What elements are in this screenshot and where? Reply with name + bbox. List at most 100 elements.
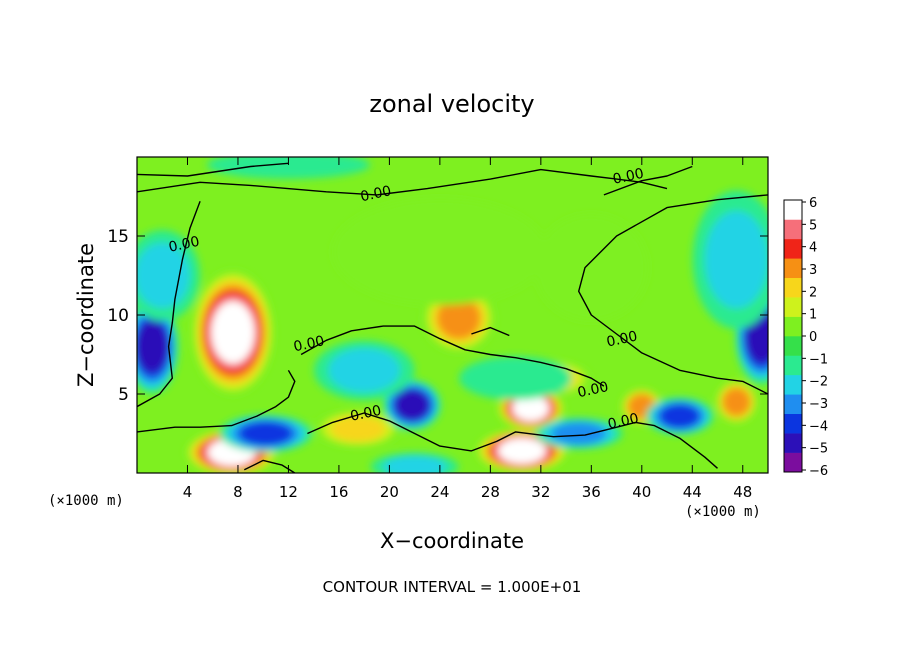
x-tick-label: 40 xyxy=(632,483,651,501)
colorbar-swatch xyxy=(784,238,802,259)
x-tick-label: 28 xyxy=(481,483,500,501)
colorbar-label: −2 xyxy=(809,375,828,390)
colorbar-swatch xyxy=(784,374,802,395)
x-scale-label: (×1000 m) xyxy=(48,493,124,509)
colorbar-label: 3 xyxy=(809,263,817,278)
velocity-feature-3 xyxy=(496,386,565,431)
velocity-feature-ring xyxy=(239,421,293,446)
velocity-feature-ring xyxy=(722,387,751,416)
velocity-feature-ring xyxy=(704,211,768,309)
contour-interval-footer: CONTOUR INTERVAL = 1.000E+01 xyxy=(323,578,582,596)
zero-contour xyxy=(300,325,605,387)
colorbar-label: −4 xyxy=(809,419,828,434)
colorbar-label: 0 xyxy=(809,330,817,345)
velocity-feature-12 xyxy=(219,414,313,453)
contour-label: 0.00 xyxy=(167,234,201,256)
velocity-feature-11 xyxy=(383,380,441,431)
colorbar-swatch xyxy=(784,258,802,279)
velocity-feature-21 xyxy=(332,198,547,306)
velocity-feature-20 xyxy=(206,157,371,179)
velocity-feature-ring xyxy=(332,198,547,306)
colorbar-label: −1 xyxy=(809,352,828,367)
velocity-feature-ring xyxy=(551,422,607,445)
x-tick-label: 44 xyxy=(683,483,702,501)
velocity-feature-ring xyxy=(659,403,700,429)
z-tick-label: 5 xyxy=(118,385,129,405)
z-axis-label: Z−coordinate xyxy=(74,243,98,387)
x-tick-label: 48 xyxy=(733,483,752,501)
velocity-feature-ring xyxy=(211,301,255,364)
velocity-feature-0 xyxy=(191,269,275,396)
zero-contour xyxy=(578,194,768,395)
contour-label: 0.00 xyxy=(576,379,610,401)
colorbar-swatch xyxy=(784,316,802,337)
x-axis-label: X−coordinate xyxy=(380,529,524,553)
colorbar-swatch xyxy=(784,433,802,453)
colorbar: 6 5 4 3 2 1 0 −1 −2 −3 −4 −5 −6 xyxy=(783,196,828,479)
zero-contour xyxy=(603,165,693,196)
colorbar-label: 6 xyxy=(809,196,817,211)
z-tick-label: 10 xyxy=(107,306,129,326)
velocity-feature-ring xyxy=(206,157,371,179)
zero-contour xyxy=(307,412,718,469)
zero-contour xyxy=(137,162,289,177)
contour-label: 0.00 xyxy=(611,166,645,188)
velocity-feature-19 xyxy=(459,356,573,401)
velocity-feature-ring xyxy=(395,389,430,421)
x-tick-label: 4 xyxy=(183,483,193,501)
velocity-feature-ring xyxy=(137,320,168,373)
colorbar-label: −6 xyxy=(809,464,828,479)
colorbar-label: 1 xyxy=(809,308,817,323)
colorbar-swatch xyxy=(784,219,802,240)
colorbar-swatch xyxy=(784,413,802,434)
velocity-feature-17 xyxy=(313,340,415,400)
velocity-feature-ring xyxy=(330,415,386,442)
colorbar-swatch xyxy=(784,200,802,220)
zero-contour xyxy=(137,168,668,196)
colorbar-label: 2 xyxy=(809,285,817,300)
contour-label: 0.00 xyxy=(359,183,393,205)
velocity-feature-13 xyxy=(645,397,714,435)
colorbar-swatch xyxy=(784,355,802,376)
colorbar-label: 5 xyxy=(809,218,817,233)
colorbar-swatch xyxy=(784,277,802,298)
velocity-feature-14 xyxy=(534,418,623,449)
velocity-feature-18 xyxy=(370,452,459,473)
velocity-feature-22 xyxy=(534,214,648,321)
x-tick-label: 8 xyxy=(233,483,243,501)
velocity-feature-ring xyxy=(459,356,573,401)
contour-label: 0.00 xyxy=(606,411,640,433)
zero-contour xyxy=(137,200,201,408)
colorbar-swatch xyxy=(784,297,802,317)
zero-contour xyxy=(471,326,510,337)
x-axis: 4 8 12 16 20 24 28 32 36 40 44 48 xyxy=(183,157,752,501)
velocity-feature-ring xyxy=(437,297,481,339)
x-tick-label: 24 xyxy=(430,483,449,501)
colorbar-label: −3 xyxy=(809,397,828,412)
velocity-feature-ring xyxy=(512,395,550,422)
chart-title: zonal velocity xyxy=(369,90,534,118)
velocity-feature-15 xyxy=(692,190,768,329)
contour-label: 0.00 xyxy=(292,333,326,355)
colorbar-label: −5 xyxy=(809,442,828,457)
z-axis: 5 10 15 xyxy=(107,227,768,405)
colorbar-swatch xyxy=(784,394,802,415)
velocity-feature-ring xyxy=(498,437,546,464)
x-tick-label: 12 xyxy=(279,483,298,501)
velocity-field: 0.00 0.00 0.00 0.00 0.00 0.00 0.00 0.00 xyxy=(137,157,768,473)
colorbar-swatch xyxy=(784,336,802,356)
zero-contour xyxy=(137,369,296,433)
velocity-feature-9 xyxy=(137,299,179,394)
colorbar-label: 4 xyxy=(809,241,817,256)
velocity-feature-6 xyxy=(715,380,758,424)
z-tick-label: 15 xyxy=(107,227,129,247)
x-scale-label-right: (×1000 m) xyxy=(685,504,761,520)
velocity-feature-ring xyxy=(328,348,400,393)
x-tick-label: 32 xyxy=(531,483,550,501)
x-tick-label: 36 xyxy=(582,483,601,501)
velocity-feature-ring xyxy=(383,455,447,473)
contour-label: 0.00 xyxy=(349,403,383,425)
colorbar-swatch xyxy=(784,452,802,473)
contour-label: 0.00 xyxy=(605,328,639,350)
